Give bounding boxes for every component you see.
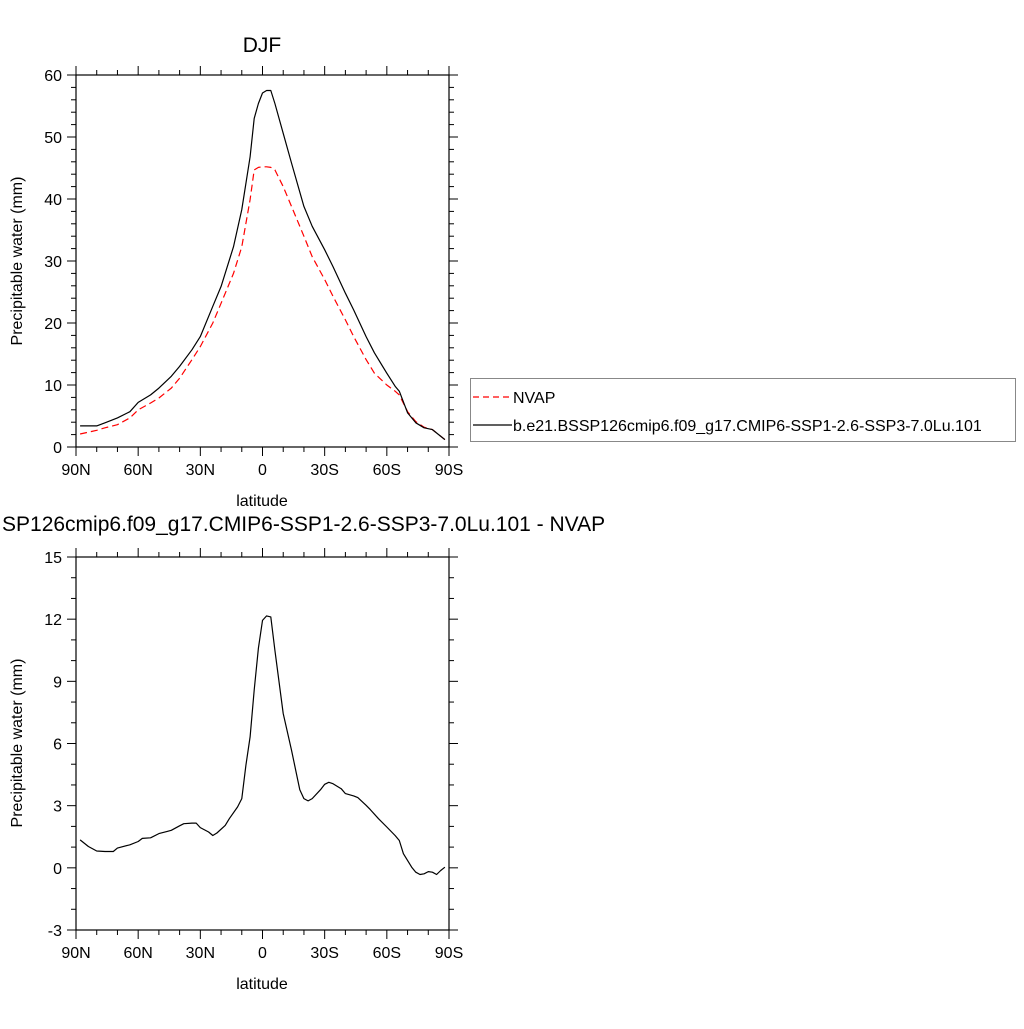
x-tick-label: 30N [186, 945, 215, 962]
y-tick-label: 20 [44, 316, 62, 333]
top-plot-title: DJF [243, 34, 282, 57]
y-tick-label: 40 [44, 192, 62, 209]
x-tick-label: 30N [186, 462, 215, 479]
legend-label-model: b.e21.BSSP126cmip6.f09_g17.CMIP6-SSP1-2.… [513, 418, 982, 435]
y-tick-label: 60 [44, 68, 62, 85]
bottom-plot-title: SP126cmip6.f09_g17.CMIP6-SSP1-2.6-SSP3-7… [2, 513, 605, 536]
series-line-model [80, 89, 446, 441]
x-tick-label: 60S [373, 945, 401, 962]
x-tick-label: 30S [310, 945, 338, 962]
x-tick-label: 60N [123, 945, 152, 962]
bottom-plot-x-label: latitude [236, 976, 288, 993]
plot-frame [75, 556, 450, 931]
y-tick-label: 9 [53, 674, 62, 691]
y-tick-label: 10 [44, 378, 62, 395]
x-tick-label: 90S [435, 945, 463, 962]
series-line-nvap [79, 166, 446, 441]
x-tick-label: 90N [61, 462, 90, 479]
x-tick-label: 90N [61, 945, 90, 962]
top-plot-y-label: Precipitable water (mm) [9, 177, 26, 346]
legend: NVAP b.e21.BSSP126cmip6.f09_g17.CMIP6-SS… [470, 378, 1016, 442]
y-tick-label: 15 [44, 550, 62, 567]
y-tick-label: 30 [44, 254, 62, 271]
legend-label-nvap: NVAP [513, 390, 555, 407]
top-plot-x-label: latitude [236, 493, 288, 510]
y-tick-label: -3 [48, 923, 62, 940]
x-tick-label: 0 [258, 945, 267, 962]
x-tick-label: 60N [123, 462, 152, 479]
y-tick-label: 12 [44, 612, 62, 629]
x-tick-label: 90S [435, 462, 463, 479]
x-tick-label: 30S [310, 462, 338, 479]
top-plot: DJF latitude Precipitable water (mm) 90N… [9, 34, 463, 510]
plot-frame [75, 74, 450, 448]
x-tick-label: 0 [258, 462, 267, 479]
y-tick-label: 6 [53, 737, 62, 754]
legend-box [470, 378, 1016, 442]
y-tick-label: 0 [53, 440, 62, 457]
x-tick-label: 60S [373, 462, 401, 479]
bottom-plot: SP126cmip6.f09_g17.CMIP6-SSP1-2.6-SSP3-7… [2, 513, 605, 993]
y-tick-label: 0 [53, 861, 62, 878]
y-tick-label: 50 [44, 130, 62, 147]
bottom-plot-y-label: Precipitable water (mm) [9, 659, 26, 828]
y-tick-label: 3 [53, 799, 62, 816]
series-line-difference [79, 615, 446, 876]
